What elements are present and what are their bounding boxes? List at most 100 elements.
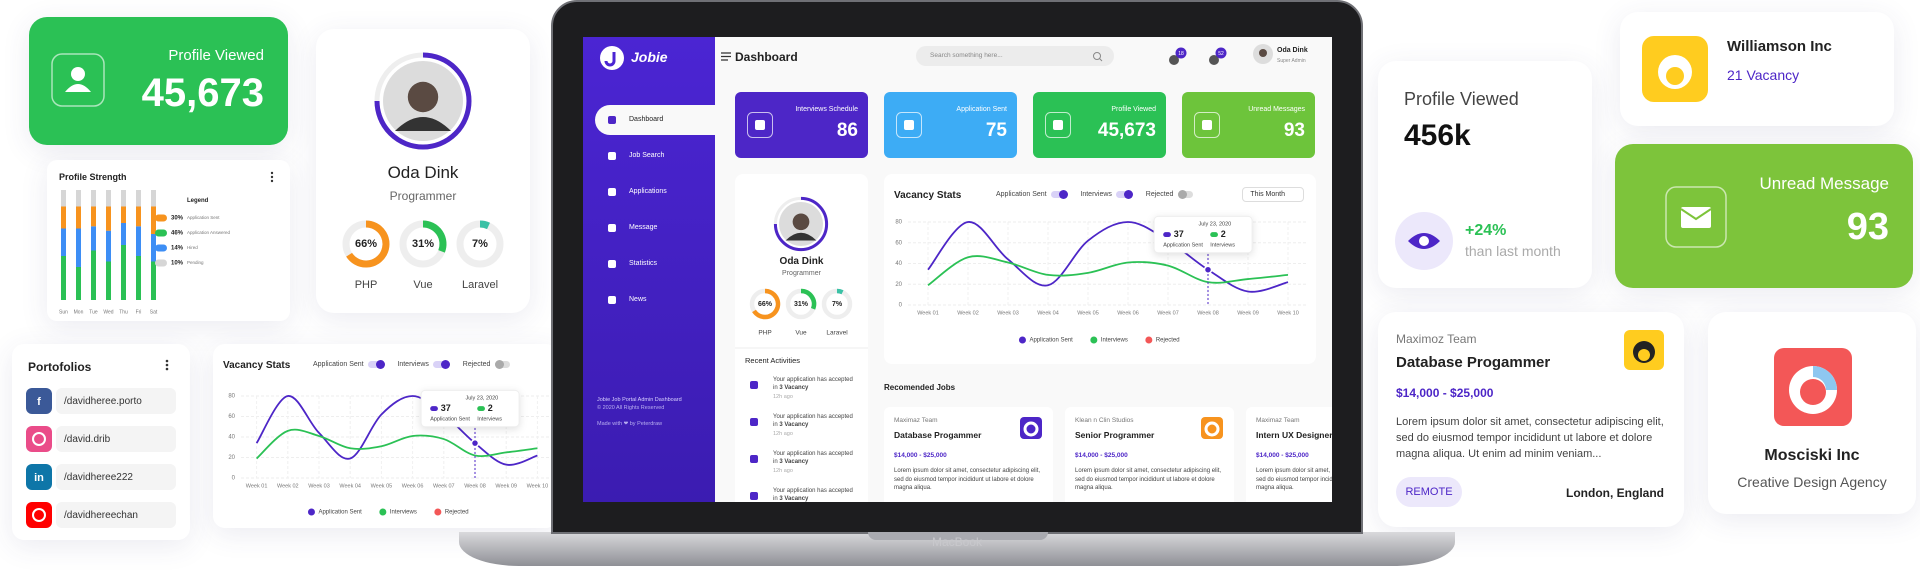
bar-segment bbox=[76, 206, 81, 229]
toggle[interactable] bbox=[368, 360, 385, 369]
job-card: Maximaz Team Database Progammer $14,000 - … bbox=[884, 407, 1053, 502]
legend-label: Pending bbox=[187, 260, 204, 265]
tooltip-label: Application Sent bbox=[430, 417, 470, 423]
social-icon: f bbox=[26, 388, 52, 414]
series-line bbox=[255, 428, 538, 460]
menu-dots[interactable] bbox=[269, 170, 275, 184]
unread-card: Unread Message 93 bbox=[1615, 144, 1913, 288]
bar-segment bbox=[76, 228, 81, 267]
skill-name: Laravel bbox=[462, 279, 498, 291]
legend-title: Legend bbox=[187, 198, 209, 204]
handle-pill: /davidheree222 bbox=[56, 464, 176, 490]
legend-swatch bbox=[155, 244, 167, 252]
menu-item[interactable]: Message bbox=[629, 224, 658, 231]
skill-name: Vue bbox=[413, 279, 432, 291]
job-salary: $14,000 - $25,000 bbox=[894, 452, 947, 459]
activity-highlight: 3 Vacancy bbox=[779, 459, 809, 465]
donut-center bbox=[464, 228, 496, 260]
icon-shape bbox=[1169, 55, 1179, 65]
job-description: Lorem ipsum dolor sit amet, consectetur … bbox=[894, 468, 1041, 491]
social-icon bbox=[26, 426, 52, 452]
search-box[interactable]: Search something here... bbox=[916, 46, 1114, 66]
legend-dot bbox=[307, 508, 315, 516]
tooltip-label: Interviews bbox=[1210, 243, 1235, 249]
period-select[interactable]: This Month bbox=[1242, 187, 1304, 202]
toggle[interactable] bbox=[1051, 190, 1068, 199]
job-title: Database Progammer bbox=[1396, 354, 1551, 371]
toggle-label: Rejected bbox=[462, 361, 491, 368]
hamburger[interactable] bbox=[721, 52, 731, 61]
toggle[interactable] bbox=[1116, 190, 1134, 199]
menu-icon bbox=[608, 152, 616, 160]
donut-center bbox=[755, 294, 775, 314]
stat-label: Profile Viewed bbox=[1111, 106, 1156, 113]
stat-card: Application Sent 75 bbox=[884, 92, 1017, 158]
donut-arc bbox=[479, 220, 491, 230]
menu-item[interactable]: News bbox=[629, 296, 647, 303]
x-tick-label: Week 02 bbox=[277, 483, 299, 489]
header-icon[interactable]: 52 bbox=[1205, 47, 1227, 69]
footer-line: Jobie Job Portal Admin Dashboard bbox=[597, 397, 682, 403]
line-chart: 0 20 40 60 80 Week 01 Week 02 Week 03 Week 04 Wee… bbox=[228, 389, 553, 516]
tooltip-value: 2 bbox=[488, 403, 493, 413]
activity-message: Your application has accepted in bbox=[773, 488, 853, 502]
bar-segment bbox=[151, 206, 156, 234]
line-chart: 0 20 40 60 80 Week 01 Week 02 Week 03 Week 04 Wee… bbox=[895, 215, 1308, 344]
job-company: Klean n Clin Studios bbox=[1075, 417, 1134, 424]
toggle-knob bbox=[1124, 190, 1134, 199]
app-screen: Jobie Jobie Job Portal Admin Dashboard ©… bbox=[583, 37, 1332, 502]
x-tick-label: Sun bbox=[59, 309, 68, 315]
bar-segment bbox=[121, 206, 126, 223]
user-avatar bbox=[1253, 44, 1273, 64]
x-tick-label: Week 09 bbox=[1237, 310, 1259, 316]
activity-icon bbox=[750, 492, 758, 500]
activity-highlight: 3 Vacancy bbox=[779, 496, 809, 502]
company-name: Mosciski Inc bbox=[1764, 447, 1860, 464]
legend-swatch bbox=[155, 214, 167, 222]
job-company: Maximaz Team bbox=[1256, 417, 1300, 424]
menu-icon bbox=[608, 224, 616, 232]
x-tick-label: Week 04 bbox=[1037, 310, 1059, 316]
toggle-label: Interviews bbox=[397, 361, 429, 368]
toggle[interactable] bbox=[1177, 190, 1194, 199]
icon-shape bbox=[1053, 120, 1063, 130]
x-tick-label: Week 01 bbox=[246, 483, 268, 489]
bar-segment bbox=[121, 223, 126, 245]
x-tick-label: Week 10 bbox=[1277, 310, 1299, 316]
toggle[interactable] bbox=[433, 360, 451, 369]
profile-role: Programmer bbox=[782, 270, 821, 277]
stat-value: 93 bbox=[1283, 120, 1305, 141]
job-tag[interactable]: REMOTE bbox=[1396, 477, 1462, 507]
badge bbox=[1175, 47, 1187, 59]
handle-pill: /davidhereechan bbox=[56, 502, 176, 528]
profile-viewed-card: Profile Viewed 45,673 bbox=[29, 17, 288, 145]
legend: Application Sent Interviews Rejected bbox=[307, 508, 469, 516]
legend-swatch bbox=[155, 229, 167, 237]
legend-label: Application Sent bbox=[318, 510, 362, 516]
job-title: Intern UX Designer bbox=[1256, 430, 1332, 440]
menu-item[interactable]: Applications bbox=[629, 188, 667, 195]
toggle[interactable] bbox=[494, 360, 511, 369]
x-tick-label: Week 07 bbox=[433, 483, 455, 489]
donut-center bbox=[827, 294, 847, 314]
job-company: Maximaz Team bbox=[894, 417, 938, 424]
icon-shape bbox=[608, 224, 616, 232]
change-value: +24% bbox=[1465, 222, 1507, 239]
legend-label: Application Sent bbox=[187, 215, 220, 220]
avatar-ring bbox=[773, 196, 829, 252]
profile-graphics: 66% PHP 31% Vue 7% Laravel bbox=[735, 196, 868, 349]
donut-label: 7% bbox=[472, 238, 488, 250]
tooltip-date: July 23, 2020 bbox=[466, 396, 499, 402]
x-tick-label: Week 05 bbox=[1077, 310, 1099, 316]
menu-item[interactable]: Dashboard bbox=[629, 116, 664, 123]
bar-segment bbox=[121, 190, 126, 207]
x-tick-label: Week 03 bbox=[997, 310, 1019, 316]
icon-bg bbox=[26, 426, 52, 452]
menu-item[interactable]: Job Search bbox=[629, 152, 665, 159]
company-logo bbox=[1642, 36, 1708, 102]
header-icon[interactable]: 18 bbox=[1165, 47, 1187, 69]
social-icon bbox=[26, 502, 52, 528]
job-description: Lorem ipsum dolor sit amet, consectetur … bbox=[1256, 468, 1332, 491]
menu-dots[interactable] bbox=[164, 358, 170, 372]
menu-item[interactable]: Statistics bbox=[629, 260, 658, 267]
